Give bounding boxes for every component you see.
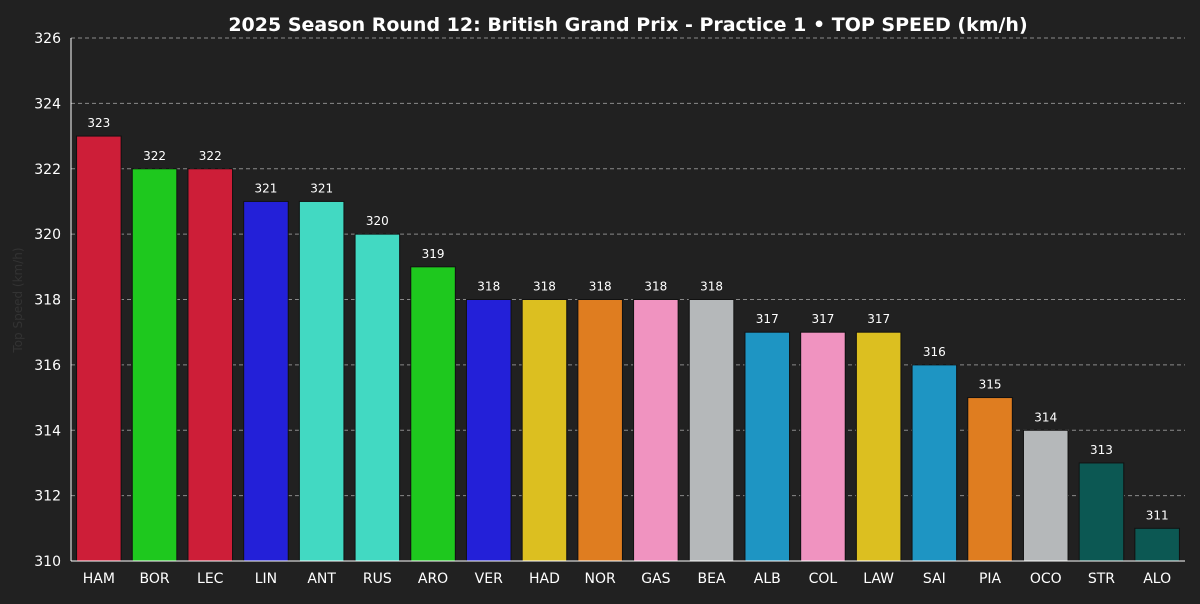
bar-ham	[76, 135, 122, 562]
x-tick-label: NOR	[585, 571, 616, 587]
x-tick-label: BOR	[139, 571, 169, 587]
bar-bea	[688, 299, 735, 562]
bar-oco	[1022, 429, 1069, 562]
y-tick-label: 324	[34, 96, 61, 112]
bar-aro	[410, 266, 456, 562]
bar-lec	[187, 168, 234, 562]
value-label: 317	[811, 312, 834, 326]
value-label: 318	[477, 280, 500, 294]
value-label: 321	[310, 181, 333, 195]
bars	[76, 135, 1180, 562]
value-label: 319	[422, 247, 445, 261]
x-tick-label: RUS	[363, 571, 392, 587]
x-tick-label: VER	[475, 571, 503, 587]
bar-pia	[967, 397, 1013, 562]
y-tick-label: 322	[34, 162, 61, 178]
bar-gas	[633, 299, 679, 562]
x-tick-label: LEC	[197, 571, 224, 587]
x-tick-label: SAI	[923, 571, 946, 587]
value-label: 320	[366, 214, 389, 228]
bar-alo	[1134, 527, 1180, 562]
value-label: 317	[867, 312, 890, 326]
y-tick-label: 316	[34, 358, 61, 374]
bar-ant	[298, 200, 345, 562]
bar-law	[855, 331, 902, 562]
value-label: 318	[700, 280, 723, 294]
value-label: 321	[254, 181, 277, 195]
value-label: 317	[756, 312, 779, 326]
axes	[70, 38, 1185, 562]
bar-lin	[243, 200, 289, 562]
value-label: 322	[199, 149, 222, 163]
value-label: 315	[979, 378, 1002, 392]
y-tick-label: 320	[34, 227, 61, 243]
bar-bor	[131, 168, 178, 562]
bar-had	[521, 299, 568, 562]
bar-col	[800, 331, 846, 562]
y-tick-label: 310	[34, 554, 61, 570]
value-label: 322	[143, 149, 166, 163]
y-tick-label: 326	[34, 31, 61, 47]
value-label: 323	[87, 116, 110, 130]
bar-sai	[911, 364, 958, 562]
y-tick-label: 318	[34, 293, 61, 309]
value-label: 318	[589, 280, 612, 294]
x-tick-label: GAS	[641, 571, 670, 587]
bar-ver	[465, 299, 512, 562]
value-label: 311	[1146, 508, 1169, 522]
x-tick-label: HAM	[83, 571, 115, 587]
y-tick-label: 312	[34, 489, 61, 505]
y-axis-label: Top Speed (km/h)	[11, 247, 25, 353]
x-tick-label: ALB	[754, 571, 781, 587]
value-label: 318	[533, 280, 556, 294]
x-tick-label: HAD	[529, 571, 560, 587]
x-tick-label: PIA	[979, 571, 1002, 587]
bar-nor	[577, 299, 623, 562]
value-label: 314	[1034, 410, 1057, 424]
x-tick-label: ANT	[307, 571, 336, 587]
x-tick-labels: HAM BOR LEC LIN ANT RUS ARO VER HAD NOR GAS BEA ALB C…	[83, 571, 1171, 587]
value-label: 313	[1090, 443, 1113, 457]
y-tick-label: 314	[34, 423, 61, 439]
x-tick-label: STR	[1088, 571, 1115, 587]
value-label: 316	[923, 345, 946, 359]
x-tick-label: ALO	[1143, 571, 1171, 587]
bar-str	[1078, 462, 1125, 562]
x-tick-label: BEA	[698, 571, 726, 587]
bar-rus	[354, 233, 401, 562]
value-labels: 323 322 322 321 321 320 319 318 318 318 318 318 317 3…	[87, 116, 1168, 522]
value-label: 318	[644, 280, 667, 294]
x-tick-label: COL	[809, 571, 838, 587]
y-tick-labels: 310 312 314 316 318 320 322 324 326	[34, 31, 61, 570]
x-tick-label: LIN	[255, 571, 277, 587]
gridlines	[71, 37, 1185, 497]
x-tick-label: OCO	[1030, 571, 1062, 587]
x-tick-label: LAW	[863, 571, 894, 587]
chart-title: 2025 Season Round 12: British Grand Prix…	[228, 14, 1027, 36]
bar-alb	[744, 331, 791, 562]
x-tick-label: ARO	[418, 571, 448, 587]
